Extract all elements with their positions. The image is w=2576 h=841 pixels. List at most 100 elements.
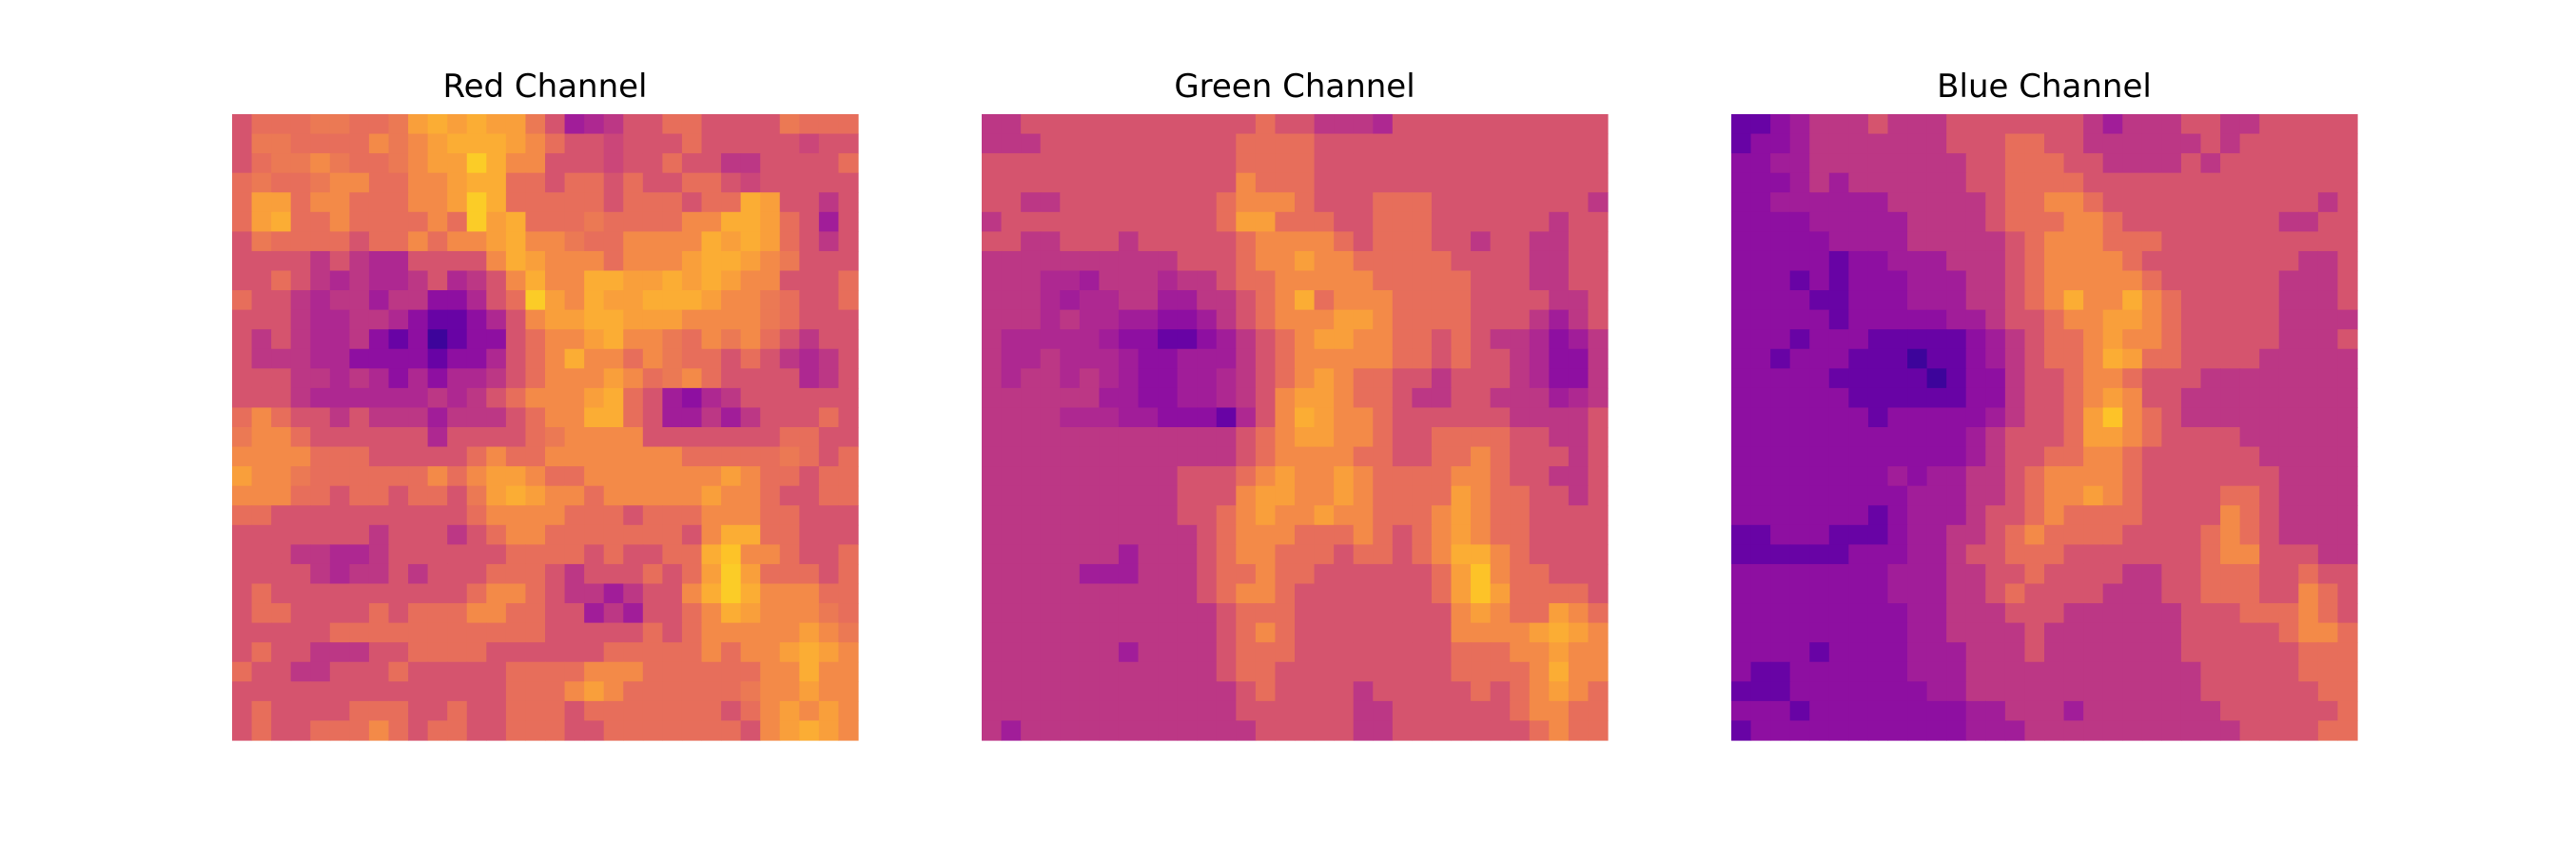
heatmap-cell bbox=[740, 114, 761, 135]
heatmap-cell bbox=[760, 583, 781, 604]
heatmap-cell bbox=[1197, 290, 1218, 311]
heatmap-cell bbox=[1549, 172, 1570, 193]
heatmap-cell bbox=[2239, 427, 2260, 448]
heatmap-cell bbox=[721, 720, 742, 741]
heatmap-cell bbox=[408, 172, 429, 193]
heatmap-cell bbox=[1255, 368, 1277, 389]
heatmap-cell bbox=[740, 250, 761, 272]
heatmap-cell bbox=[1099, 622, 1120, 643]
heatmap-cell bbox=[486, 563, 507, 585]
heatmap-cell bbox=[1001, 485, 1022, 506]
heatmap-cell bbox=[1549, 485, 1570, 506]
heatmap-cell bbox=[1412, 368, 1433, 389]
heatmap-cell bbox=[1946, 603, 1967, 624]
heatmap-cell bbox=[603, 485, 624, 506]
heatmap-cell bbox=[525, 505, 546, 526]
heatmap-cell bbox=[1529, 661, 1550, 682]
heatmap-cell bbox=[1079, 544, 1100, 565]
heatmap-cell bbox=[1490, 270, 1511, 291]
heatmap-cell bbox=[1099, 700, 1120, 722]
heatmap-cell bbox=[564, 231, 585, 252]
heatmap-cell bbox=[1314, 446, 1335, 467]
heatmap-cell bbox=[388, 114, 409, 135]
heatmap-cell bbox=[2298, 642, 2319, 663]
heatmap-cell bbox=[1040, 544, 1061, 565]
heatmap-cell bbox=[2004, 505, 2026, 526]
heatmap-cell bbox=[1529, 583, 1550, 604]
heatmap-cell bbox=[1158, 250, 1179, 272]
heatmap-cell bbox=[982, 505, 1003, 526]
heatmap-cell bbox=[701, 524, 722, 545]
heatmap-cell bbox=[1907, 387, 1928, 409]
heatmap-cell bbox=[1334, 583, 1355, 604]
heatmap-cell bbox=[1412, 563, 1433, 585]
heatmap-cell bbox=[1451, 720, 1472, 741]
heatmap-cell bbox=[1060, 485, 1081, 506]
heatmap-cell bbox=[2161, 505, 2182, 526]
heatmap-cell bbox=[1907, 172, 1928, 193]
heatmap-cell bbox=[584, 583, 605, 604]
heatmap-cell bbox=[1809, 231, 1830, 252]
heatmap-cell bbox=[1907, 270, 1928, 291]
heatmap-cell bbox=[1040, 720, 1061, 741]
heatmap-cell bbox=[1471, 309, 1492, 330]
heatmap-cell bbox=[1138, 231, 1159, 252]
heatmap-cell bbox=[1197, 661, 1218, 682]
heatmap-cell bbox=[1138, 720, 1159, 741]
heatmap-cell bbox=[1965, 133, 1986, 154]
heatmap-cell bbox=[1197, 681, 1218, 702]
heatmap-cell bbox=[1412, 329, 1433, 350]
heatmap-cell bbox=[1965, 446, 1986, 467]
heatmap-cell bbox=[701, 114, 722, 135]
heatmap-cell bbox=[232, 700, 253, 722]
heatmap-cell bbox=[1907, 368, 1928, 389]
heatmap-cell bbox=[1848, 133, 1869, 154]
heatmap-cell bbox=[2044, 309, 2065, 330]
heatmap-cell bbox=[1197, 231, 1218, 252]
heatmap-cell bbox=[1099, 192, 1120, 213]
heatmap-cell bbox=[799, 642, 820, 663]
heatmap-cell bbox=[1177, 681, 1198, 702]
heatmap-cell bbox=[408, 583, 429, 604]
heatmap-cell bbox=[329, 661, 350, 682]
heatmap-cell bbox=[368, 192, 390, 213]
heatmap-cell bbox=[1158, 485, 1179, 506]
heatmap-cell bbox=[1568, 290, 1590, 311]
heatmap-cell bbox=[1907, 681, 1928, 702]
heatmap-cell bbox=[1314, 270, 1335, 291]
heatmap-cell bbox=[1099, 270, 1120, 291]
heatmap-cell bbox=[1373, 133, 1394, 154]
heatmap-cell bbox=[1926, 368, 1947, 389]
heatmap-cell bbox=[1021, 250, 1042, 272]
heatmap-cell bbox=[1809, 583, 1830, 604]
heatmap-cell bbox=[545, 524, 566, 545]
heatmap-cell bbox=[2317, 583, 2339, 604]
heatmap-cell bbox=[1373, 368, 1394, 389]
heatmap-cell bbox=[2024, 446, 2045, 467]
heatmap-cell bbox=[1314, 544, 1335, 565]
heatmap-cell bbox=[662, 603, 683, 624]
heatmap-cell bbox=[1138, 622, 1159, 643]
heatmap-cell bbox=[1412, 485, 1433, 506]
heatmap-cell bbox=[466, 231, 487, 252]
heatmap-cell bbox=[310, 427, 331, 448]
heatmap-cell bbox=[1750, 524, 1771, 545]
heatmap-cell bbox=[525, 172, 546, 193]
heatmap-cell bbox=[2278, 427, 2299, 448]
heatmap-cell bbox=[1255, 231, 1277, 252]
heatmap-cell bbox=[701, 642, 722, 663]
heatmap-cell bbox=[2278, 153, 2299, 174]
heatmap-cell bbox=[329, 720, 350, 741]
heatmap-cell bbox=[1158, 172, 1179, 193]
heatmap-cell bbox=[2337, 153, 2358, 174]
heatmap-cell bbox=[271, 524, 292, 545]
heatmap-cell bbox=[329, 329, 350, 350]
heatmap-cell bbox=[1568, 211, 1590, 232]
heatmap-cell bbox=[838, 329, 859, 350]
heatmap-cell bbox=[1275, 211, 1296, 232]
heatmap-cell bbox=[838, 524, 859, 545]
heatmap-cell bbox=[2278, 172, 2299, 193]
heatmap-cell bbox=[329, 172, 350, 193]
heatmap-cell bbox=[2083, 446, 2104, 467]
heatmap-cell bbox=[2161, 153, 2182, 174]
